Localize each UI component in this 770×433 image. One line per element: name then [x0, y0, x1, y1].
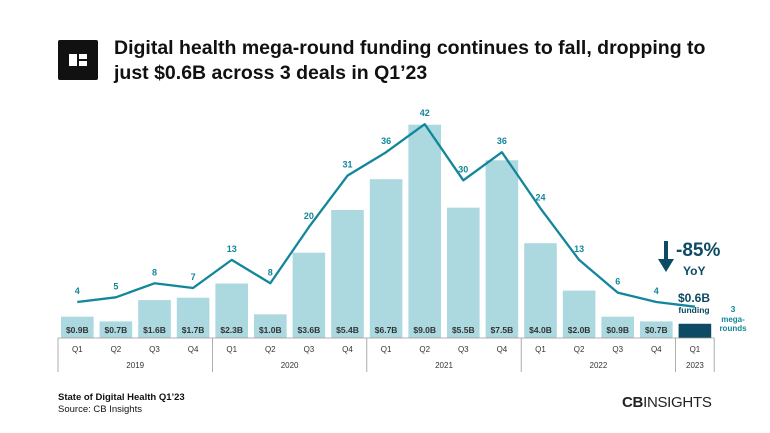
bar-value-label: $5.5B [452, 325, 475, 335]
deal-count-label: 36 [381, 136, 391, 146]
deal-count-label: 13 [227, 244, 237, 254]
deal-count-label: 4 [654, 286, 659, 296]
bar-value-label: $7.5B [491, 325, 514, 335]
down-arrow-icon [664, 241, 668, 261]
cb-insights-brand: CBINSIGHTS [622, 394, 712, 411]
quarter-tick-label: Q1 [381, 345, 392, 354]
bar [138, 300, 171, 338]
report-name: State of Digital Health Q1’23 [58, 392, 185, 403]
bar [61, 316, 94, 338]
source: Source: CB Insights [58, 404, 142, 415]
deal-count-label: 6 [615, 277, 620, 287]
quarter-tick-label: Q4 [342, 345, 353, 354]
quarter-tick-label: Q2 [265, 345, 276, 354]
quarter-tick-label: Q1 [690, 345, 701, 354]
bar-value-label: $0.7B [645, 325, 668, 335]
bar [369, 179, 403, 338]
bar [292, 252, 326, 338]
yoy-change: -85% [676, 240, 720, 261]
quarter-tick-label: Q4 [497, 345, 508, 354]
deal-count-line [77, 123, 696, 308]
bar [254, 314, 287, 338]
bar [176, 297, 210, 338]
year-tick-label: 2020 [281, 361, 299, 370]
chart-title: Digital health mega-round funding contin… [114, 37, 706, 84]
deal-count-label: 30 [458, 164, 468, 174]
deal-count-label: mega- [721, 315, 745, 324]
bar-value-label: $0.7B [105, 325, 128, 335]
quarter-tick-label: Q2 [111, 345, 122, 354]
bar-value-label: $2.0B [568, 325, 591, 335]
quarter-tick-label: Q4 [188, 345, 199, 354]
bar-value-label: $5.4B [336, 325, 359, 335]
bar-value-label: $1.7B [182, 325, 205, 335]
bar-value-label: $4.0B [529, 325, 552, 335]
quarter-tick-label: Q2 [574, 345, 585, 354]
funding-value: $0.6B [678, 291, 710, 305]
bar-value-label: $6.7B [375, 325, 398, 335]
year-tick-label: 2019 [126, 361, 144, 370]
deal-count-label: 13 [574, 244, 584, 254]
quarter-tick-label: Q4 [651, 345, 662, 354]
deal-count-label: 5 [113, 281, 118, 291]
bar [447, 207, 480, 338]
deal-count-label: 42 [420, 108, 430, 118]
bar [331, 210, 364, 338]
bar-value-label: $1.6B [143, 325, 166, 335]
year-tick-label: 2022 [590, 361, 608, 370]
quarter-tick-label: Q3 [304, 345, 315, 354]
quarter-tick-label: Q1 [226, 345, 237, 354]
quarter-tick-label: Q3 [149, 345, 160, 354]
deal-count-label: 7 [191, 272, 196, 282]
bar [215, 283, 248, 338]
bar [408, 124, 441, 338]
bar-value-label: $2.3B [220, 325, 243, 335]
bar-value-label: $9.0B [413, 325, 436, 335]
quarter-tick-label: Q2 [419, 345, 430, 354]
yoy-label: YoY [683, 264, 705, 278]
deal-count-label: 31 [342, 160, 352, 170]
bar-value-label: $0.9B [606, 325, 629, 335]
deal-count-label: rounds [719, 324, 747, 333]
deal-count-label: 8 [268, 267, 273, 277]
bar [524, 243, 557, 338]
quarter-tick-label: Q1 [535, 345, 546, 354]
bar [678, 323, 712, 338]
cb-logo [58, 40, 98, 80]
bar [562, 290, 596, 338]
bar-value-label: $1.0B [259, 325, 282, 335]
deal-count-value: 3 [731, 304, 736, 314]
bar-value-label: $3.6B [298, 325, 321, 335]
quarter-tick-label: Q1 [72, 345, 83, 354]
quarter-tick-label: Q3 [612, 345, 623, 354]
bar [640, 321, 673, 338]
bar-value-label: $0.9B [66, 325, 89, 335]
deal-count-label: 24 [535, 192, 545, 202]
deal-count-label: 4 [75, 286, 80, 296]
year-tick-label: 2021 [435, 361, 453, 370]
bar [99, 321, 133, 338]
deal-count-label: 20 [304, 211, 314, 221]
bar [485, 160, 519, 338]
down-arrow-icon [658, 259, 674, 272]
deal-count-label: 36 [497, 136, 507, 146]
quarter-tick-label: Q3 [458, 345, 469, 354]
year-tick-label: 2023 [686, 361, 704, 370]
deal-count-label: 8 [152, 267, 157, 277]
bar [601, 316, 634, 338]
funding-label: funding [678, 305, 709, 315]
